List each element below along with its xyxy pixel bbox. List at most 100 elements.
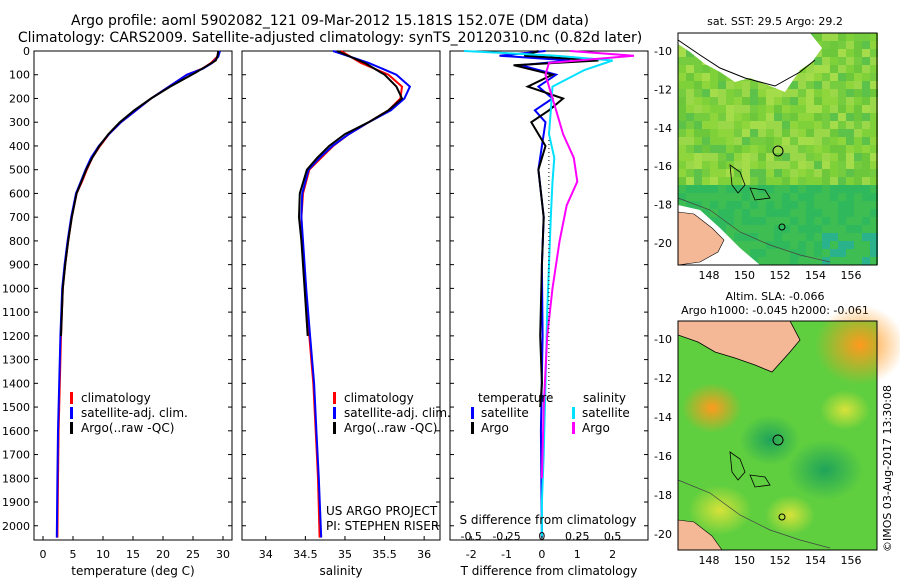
- sst-cell: [846, 161, 854, 169]
- sst-cell: [726, 217, 734, 225]
- sst-cell: [838, 241, 846, 249]
- sst-cell: [814, 225, 822, 233]
- sst-cell: [846, 57, 854, 65]
- sst-cell: [694, 129, 702, 137]
- sst-cell: [678, 105, 686, 113]
- sst-cell: [870, 169, 878, 177]
- t-difference-xlabel: T difference from climatology: [460, 564, 638, 578]
- sst-cell: [862, 113, 870, 121]
- sst-cell: [870, 193, 878, 201]
- sst-cell: [750, 113, 758, 121]
- depth-tick-label: 0: [23, 45, 30, 58]
- sst-cell: [678, 137, 686, 145]
- sst-cell: [750, 233, 758, 241]
- sst-cell: [686, 129, 694, 137]
- sst-cell: [862, 81, 870, 89]
- sst-cell: [830, 33, 838, 41]
- sst-cell: [822, 177, 830, 185]
- sst-cell: [774, 241, 782, 249]
- sst-cell: [742, 249, 750, 257]
- sst-cell: [838, 169, 846, 177]
- sst-cell: [726, 105, 734, 113]
- sst-cell: [694, 73, 702, 81]
- sst-cell: [806, 217, 814, 225]
- sst-cell: [854, 225, 862, 233]
- sst-cell: [870, 41, 878, 49]
- sst-cell: [838, 161, 846, 169]
- sst-cell: [838, 249, 846, 257]
- sst-cell: [798, 105, 806, 113]
- depth-tick-label: 900: [9, 259, 30, 272]
- sst-cell: [822, 57, 830, 65]
- sst-cell: [814, 97, 822, 105]
- sst-cell: [782, 225, 790, 233]
- legend-title-temperature: temperature: [478, 391, 553, 405]
- sst-cell: [814, 257, 822, 265]
- sst-cell: [806, 97, 814, 105]
- sst-cell: [742, 225, 750, 233]
- sst-cell: [830, 209, 838, 217]
- sst-cell: [758, 241, 766, 249]
- sst-cell: [806, 201, 814, 209]
- sst-cell: [742, 233, 750, 241]
- sst-cell: [790, 193, 798, 201]
- sst-cell: [766, 249, 774, 257]
- sst-cell: [830, 41, 838, 49]
- map-lon-label: 156: [841, 554, 862, 567]
- sst-cell: [798, 185, 806, 193]
- sst-map: [677, 32, 878, 266]
- sst-cell: [838, 209, 846, 217]
- sst-cell: [774, 137, 782, 145]
- sst-cell: [798, 209, 806, 217]
- sst-cell: [870, 201, 878, 209]
- sst-cell: [726, 193, 734, 201]
- sst-cell: [694, 153, 702, 161]
- sst-cell: [702, 145, 710, 153]
- sst-cell: [806, 81, 814, 89]
- sst-cell: [774, 185, 782, 193]
- sst-cell: [750, 225, 758, 233]
- sst-cell: [846, 33, 854, 41]
- sst-cell: [718, 185, 726, 193]
- profile-line-salinity-satellite: [464, 50, 613, 538]
- sst-cell: [774, 169, 782, 177]
- sst-cell: [846, 49, 854, 57]
- sst-cell: [822, 153, 830, 161]
- sst-cell: [830, 73, 838, 81]
- sst-cell: [718, 209, 726, 217]
- sst-cell: [846, 97, 854, 105]
- sst-cell: [862, 161, 870, 169]
- sla-map-frame: [677, 320, 878, 551]
- sst-cell: [694, 137, 702, 145]
- map-lat-label: -14: [654, 122, 672, 135]
- depth-tick-label: 200: [9, 92, 30, 105]
- sla-high-w: [682, 383, 742, 433]
- legend-swatch-t-argo: [471, 422, 474, 434]
- sst-cell: [694, 145, 702, 153]
- sst-cell: [862, 209, 870, 217]
- sst-cell: [718, 121, 726, 129]
- sst-cell: [806, 121, 814, 129]
- sst-cell: [702, 209, 710, 217]
- sst-cell: [742, 185, 750, 193]
- sst-cell: [806, 249, 814, 257]
- map-lon-label: 152: [770, 554, 791, 567]
- sst-cell: [718, 225, 726, 233]
- sst-cell: [774, 201, 782, 209]
- depth-tick-label: 500: [9, 164, 30, 177]
- sst-cell: [822, 81, 830, 89]
- difference-legend: temperature salinity satellite Argo sate…: [471, 391, 630, 435]
- sst-cell: [694, 65, 702, 73]
- sst-cell: [862, 153, 870, 161]
- sst-cell: [838, 113, 846, 121]
- sla-high-e: [820, 390, 870, 430]
- sst-cell: [734, 145, 742, 153]
- map-lon-label: 148: [699, 554, 720, 567]
- sst-cell: [822, 49, 830, 57]
- sst-cell: [758, 89, 766, 97]
- sst-cell: [734, 225, 742, 233]
- sst-cell: [742, 145, 750, 153]
- sst-cell: [694, 113, 702, 121]
- temperature-xlabel: temperature (deg C): [71, 564, 194, 578]
